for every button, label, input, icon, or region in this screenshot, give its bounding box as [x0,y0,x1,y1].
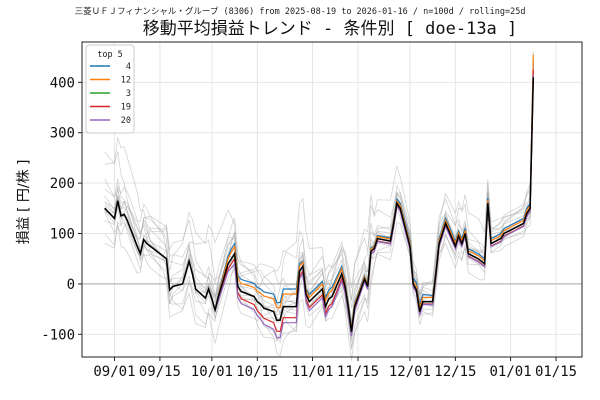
legend-box [85,44,135,134]
y-tick-label: 100 [50,227,75,243]
y-axis-ticks: -100 0 100 200 300 400 [41,75,82,343]
legend-label-3: 3 [126,89,131,99]
y-tick-label: 0 [67,277,75,293]
legend: top 5 4 12 3 19 20 [85,44,135,134]
baseline-group [104,77,535,332]
legend-label-12: 12 [121,76,131,86]
chart-title: 移動平均損益トレンド - 条件別 [ doe-13a ] [143,19,518,39]
legend-label-20: 20 [121,116,131,126]
background-line [104,77,534,334]
y-tick-label: 400 [50,75,75,91]
background-line [104,70,534,322]
x-tick-label: 01/15 [535,364,577,380]
x-tick-label: 12/01 [389,364,431,380]
x-tick-label: 11/15 [337,364,379,380]
x-tick-label: 10/01 [191,364,233,380]
x-tick-label: 11/01 [291,364,333,380]
x-tick-label: 12/15 [434,364,476,380]
x-tick-label: 10/15 [236,364,278,380]
legend-label-19: 19 [121,103,131,113]
x-tick-label: 09/15 [139,364,181,380]
y-tick-label: 200 [50,176,75,192]
x-tick-label: 01/01 [489,364,531,380]
x-tick-label: 09/01 [93,364,135,380]
background-line [104,87,534,357]
legend-label-4: 4 [126,62,131,72]
x-axis-ticks: 09/01 09/15 10/01 10/15 11/01 11/15 12/01 12/15… [93,357,577,380]
legend-items: 4 12 3 19 20 [90,62,131,126]
chart-subtitle: 三菱ＵＦＪフィナンシャル・グループ (8306) from 2025-08-19… [75,6,526,17]
legend-title: top 5 [97,50,123,60]
y-tick-label: 300 [50,126,75,142]
y-axis-label: 損益 [ 円/株 ] [16,160,32,245]
grid [82,42,582,357]
plot-frame [81,41,583,358]
y-tick-label: -100 [41,327,75,343]
baseline-line [104,77,535,332]
